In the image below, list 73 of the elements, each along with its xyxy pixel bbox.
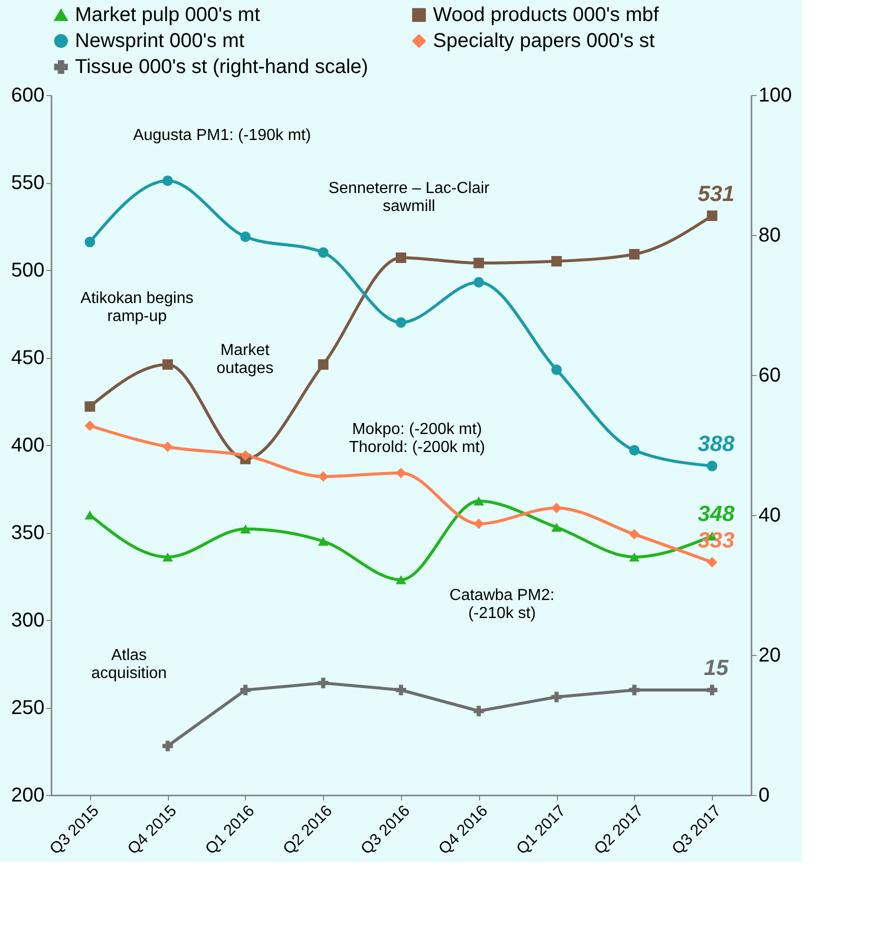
point bbox=[629, 529, 640, 540]
y2-tick-label: 0 bbox=[758, 784, 770, 806]
y-tick-label: 400 bbox=[11, 434, 44, 456]
y2-tick-label: 40 bbox=[758, 504, 781, 526]
point bbox=[318, 536, 328, 546]
point bbox=[551, 502, 562, 514]
data-label: 333 bbox=[698, 527, 734, 552]
point bbox=[706, 460, 718, 472]
point bbox=[84, 420, 96, 431]
point bbox=[240, 450, 251, 461]
point bbox=[162, 176, 173, 186]
point bbox=[551, 256, 562, 266]
point bbox=[396, 468, 406, 478]
legend-label: Tissue 000's st (right-hand scale) bbox=[75, 56, 368, 78]
y-tick-label: 550 bbox=[11, 172, 44, 194]
legend-label: Wood products 000's mbf bbox=[433, 4, 660, 26]
annotation: Market outages bbox=[216, 342, 274, 377]
point bbox=[474, 496, 484, 506]
legend-label: Specialty papers 000's st bbox=[433, 30, 656, 52]
point bbox=[162, 740, 173, 752]
annotation: Augusta PM1: (-190k mt) bbox=[133, 127, 311, 144]
point bbox=[474, 277, 484, 288]
y-tick-label: 500 bbox=[11, 260, 44, 282]
point bbox=[629, 249, 640, 260]
point bbox=[240, 524, 251, 534]
annotation: Atlas acquisition bbox=[91, 647, 167, 682]
point bbox=[84, 401, 96, 412]
annotation: Senneterre – Lac-Clair sawmill bbox=[328, 180, 490, 215]
legend-label: Newsprint 000's mt bbox=[75, 30, 245, 52]
legend-label: Market pulp 000's mt bbox=[75, 4, 260, 26]
point bbox=[629, 552, 640, 562]
point bbox=[551, 692, 562, 702]
y-tick-label: 200 bbox=[11, 784, 44, 806]
y2-tick-label: 20 bbox=[758, 644, 781, 666]
point bbox=[706, 684, 718, 696]
point bbox=[551, 364, 562, 375]
point bbox=[474, 518, 484, 529]
point bbox=[396, 575, 406, 584]
point bbox=[162, 442, 173, 452]
point bbox=[629, 684, 640, 696]
data-label: 531 bbox=[698, 180, 734, 206]
annotation: Catawba PM2: (-210k st) bbox=[450, 587, 554, 622]
data-label: 15 bbox=[704, 655, 730, 680]
y2-tick-label: 60 bbox=[758, 364, 781, 386]
data-label: 388 bbox=[698, 431, 736, 456]
y-tick-label: 350 bbox=[11, 522, 44, 544]
point bbox=[706, 557, 718, 568]
y-tick-label: 300 bbox=[11, 610, 44, 632]
point bbox=[629, 445, 640, 456]
y2-tick-label: 100 bbox=[758, 84, 792, 106]
point bbox=[240, 684, 251, 696]
point bbox=[162, 359, 173, 370]
point bbox=[318, 247, 328, 258]
y-tick-label: 600 bbox=[11, 84, 44, 106]
point bbox=[318, 471, 328, 482]
point bbox=[240, 232, 251, 242]
point bbox=[474, 258, 484, 268]
point bbox=[474, 706, 484, 716]
point bbox=[318, 678, 328, 688]
point bbox=[396, 317, 406, 328]
y-tick-label: 450 bbox=[11, 347, 44, 369]
point bbox=[396, 252, 406, 263]
y-tick-label: 250 bbox=[11, 697, 44, 719]
point bbox=[706, 210, 718, 221]
annotation: Atikokan begins ramp-up bbox=[80, 290, 194, 325]
point bbox=[396, 684, 406, 696]
point bbox=[318, 359, 328, 370]
point bbox=[84, 236, 96, 248]
annotation: Mokpo: (-200k mt) Thorold: (-200k mt) bbox=[348, 421, 486, 456]
data-label: 348 bbox=[698, 501, 736, 526]
y2-tick-label: 80 bbox=[758, 224, 781, 246]
point bbox=[162, 552, 173, 562]
point bbox=[551, 522, 562, 532]
